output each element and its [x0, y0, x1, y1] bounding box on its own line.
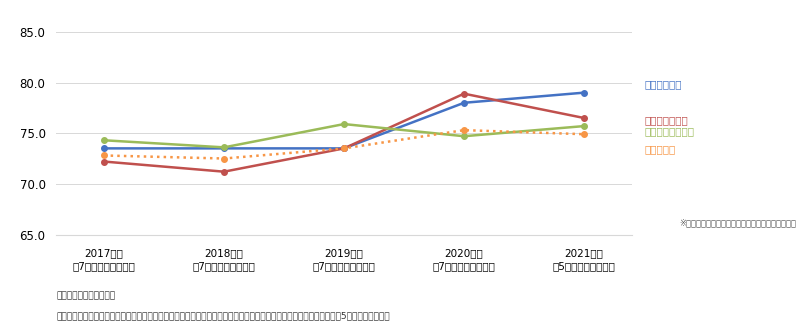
Text: ※平均にはランキング対象外調査企業の結果も含む: ※平均にはランキング対象外調査企業の結果も含む — [679, 219, 796, 228]
Text: スターバックス: スターバックス — [645, 115, 689, 125]
Text: カフェ平均: カフェ平均 — [645, 144, 676, 154]
Text: ［調査企業・ブランド］: ［調査企業・ブランド］ — [56, 291, 115, 300]
Text: ランキング対象　：　コメダ珈琲店、スターバックス、タリーズコーヒー、ドトールコーヒー、ミスタードーナツ　（5企業・ブランド）: ランキング対象 ： コメダ珈琲店、スターバックス、タリーズコーヒー、ドトールコー… — [56, 312, 390, 321]
Text: ドトールコーヒー: ドトールコーヒー — [645, 126, 694, 136]
Text: コメダ珈琲店: コメダ珈琲店 — [645, 79, 682, 89]
